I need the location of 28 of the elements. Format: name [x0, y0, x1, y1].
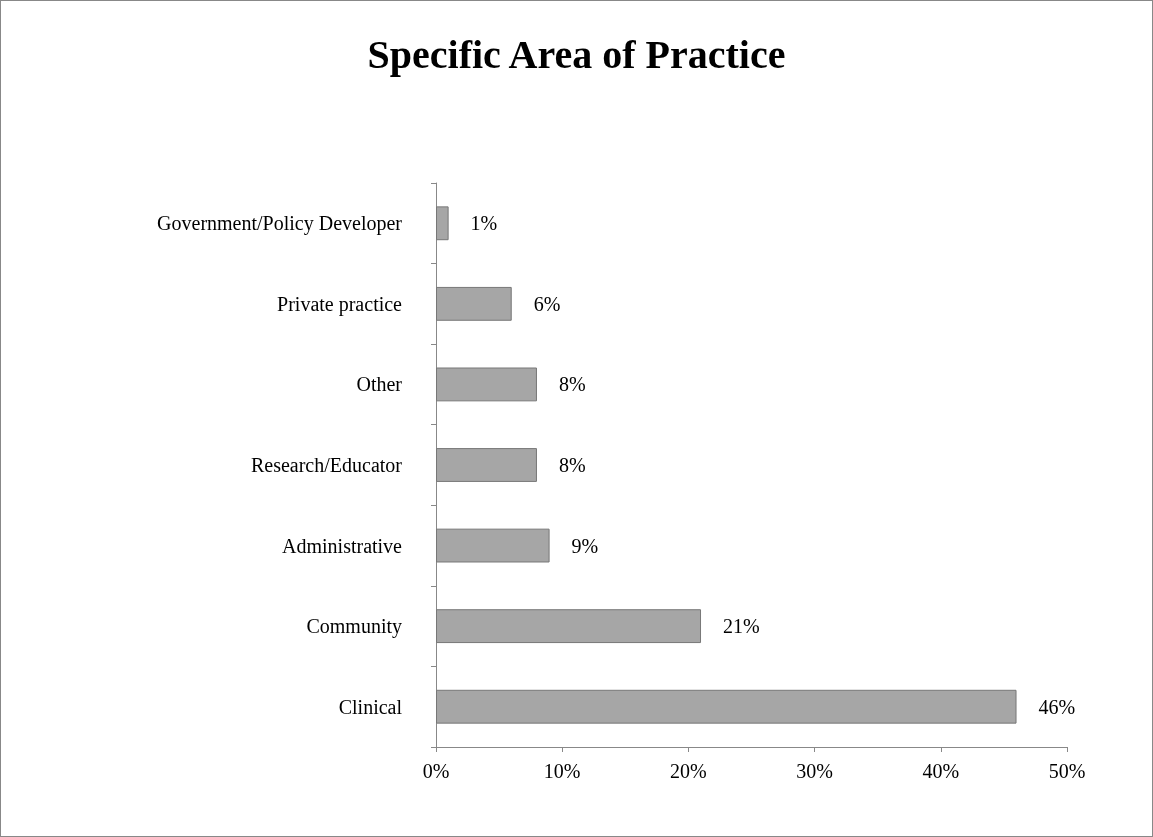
bar [436, 286, 512, 321]
bar [436, 206, 449, 241]
y-tick-label: Government/Policy Developer [157, 212, 403, 236]
y-tick-label: Research/Educator [250, 454, 403, 476]
data-label: 6% [533, 292, 561, 315]
chart-title: Specific Area of Practice [367, 31, 786, 77]
y-tick-label: Other [356, 373, 403, 396]
data-label: 46% [1038, 695, 1076, 718]
x-tick-label: 50% [1048, 760, 1086, 782]
data-label: 8% [558, 454, 586, 476]
data-label: 1% [470, 212, 498, 235]
bar [436, 528, 550, 563]
y-tick-label: Private practice [277, 292, 403, 316]
y-tick-label: Administrative [282, 534, 403, 557]
x-tick-label: 0% [422, 760, 450, 782]
data-label: 21% [723, 615, 760, 638]
data-label: 8% [558, 373, 586, 396]
x-tick-label: 40% [922, 760, 960, 782]
bar [436, 367, 537, 402]
y-tick-label: Clinical [338, 695, 403, 718]
x-tick-label: 20% [670, 760, 707, 782]
bar [436, 689, 1017, 724]
bar [436, 448, 537, 482]
data-label: 9% [571, 534, 599, 557]
x-tick-label: 30% [796, 760, 833, 782]
bar [436, 609, 702, 644]
y-tick-label: Community [306, 615, 402, 639]
x-tick-label: 10% [543, 760, 581, 782]
